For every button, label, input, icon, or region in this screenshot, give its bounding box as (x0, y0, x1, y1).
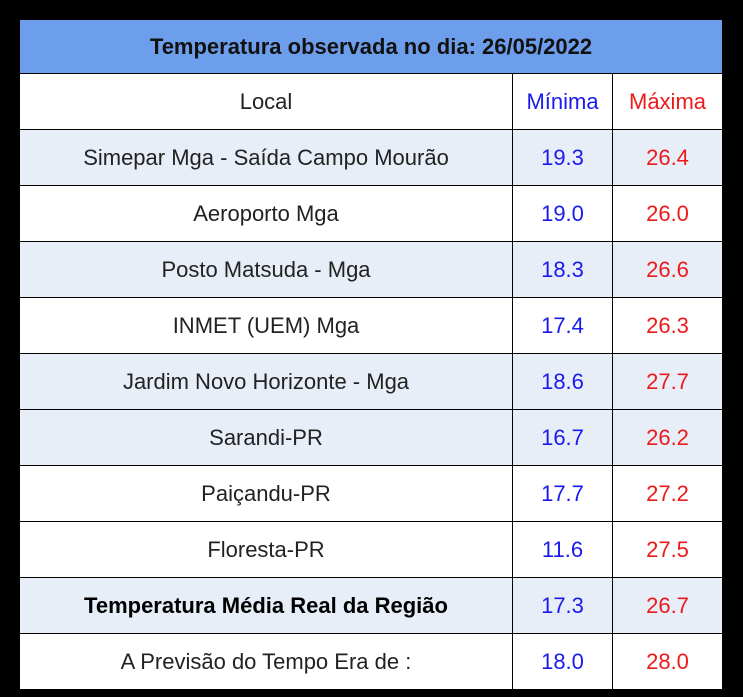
location-cell: Jardim Novo Horizonte - Mga (19, 353, 513, 410)
data-row: A Previsão do Tempo Era de :18.0 28.0 (19, 633, 724, 690)
max-cell: 27.2 (611, 465, 724, 522)
location-cell: A Previsão do Tempo Era de : (19, 633, 513, 690)
min-cell: 19.0 (512, 185, 613, 242)
location-cell: Simepar Mga - Saída Campo Mourão (19, 129, 513, 186)
min-cell: 17.4 (512, 297, 613, 354)
title-row: Temperatura observada no dia: 26/05/2022 (18, 19, 724, 74)
data-row: Posto Matsuda - Mga 18.3 26.6 (19, 241, 724, 298)
data-row: Sarandi-PR 16.7 26.2 (19, 409, 724, 466)
min-cell: 19.3 (512, 129, 613, 186)
max-cell: 26.4 (611, 129, 724, 186)
data-row: INMET (UEM) Mga 17.4 26.3 (19, 297, 724, 354)
table-title: Temperatura observada no dia: 26/05/2022 (18, 19, 724, 74)
table-container: Temperatura observada no dia: 26/05/2022… (18, 19, 724, 690)
data-row: Simepar Mga - Saída Campo Mourão 19.3 26.4 (19, 129, 724, 186)
header-min: Mínima (512, 73, 613, 130)
min-cell: 17.7 (512, 465, 613, 522)
data-row: Aeroporto Mga 19.0 26.0 (19, 185, 724, 242)
max-cell: 28.0 (611, 633, 724, 690)
max-cell: 26.3 (611, 297, 724, 354)
location-cell: Posto Matsuda - Mga (19, 241, 513, 298)
min-cell: 18.0 (512, 633, 613, 690)
max-cell: 27.7 (611, 353, 724, 410)
max-cell: 27.5 (611, 521, 724, 578)
data-row: Temperatura Média Real da Região 17.3 26.7 (19, 577, 724, 634)
header-max: Máxima (611, 73, 724, 130)
location-cell: Paiçandu-PR (19, 465, 513, 522)
header-local: Local (19, 73, 513, 130)
max-cell: 26.0 (611, 185, 724, 242)
data-row: Floresta-PR 11.6 27.5 (19, 521, 724, 578)
table-body: Temperatura observada no dia: 26/05/2022… (18, 19, 724, 690)
min-cell: 11.6 (512, 521, 613, 578)
location-cell: Floresta-PR (19, 521, 513, 578)
min-cell: 18.3 (512, 241, 613, 298)
max-cell: 26.6 (611, 241, 724, 298)
header-row: Local Mínima Máxima (19, 73, 724, 130)
min-cell: 16.7 (512, 409, 613, 466)
location-cell: Aeroporto Mga (19, 185, 513, 242)
temperature-table: Temperatura observada no dia: 26/05/2022… (18, 19, 724, 690)
min-cell: 18.6 (512, 353, 613, 410)
location-cell: Sarandi-PR (19, 409, 513, 466)
max-cell: 26.2 (611, 409, 724, 466)
max-cell: 26.7 (611, 577, 724, 634)
data-row: Jardim Novo Horizonte - Mga 18.6 27.7 (19, 353, 724, 410)
data-row: Paiçandu-PR 17.7 27.2 (19, 465, 724, 522)
min-cell: 17.3 (512, 577, 613, 634)
location-cell: INMET (UEM) Mga (19, 297, 513, 354)
location-cell: Temperatura Média Real da Região (19, 577, 513, 634)
